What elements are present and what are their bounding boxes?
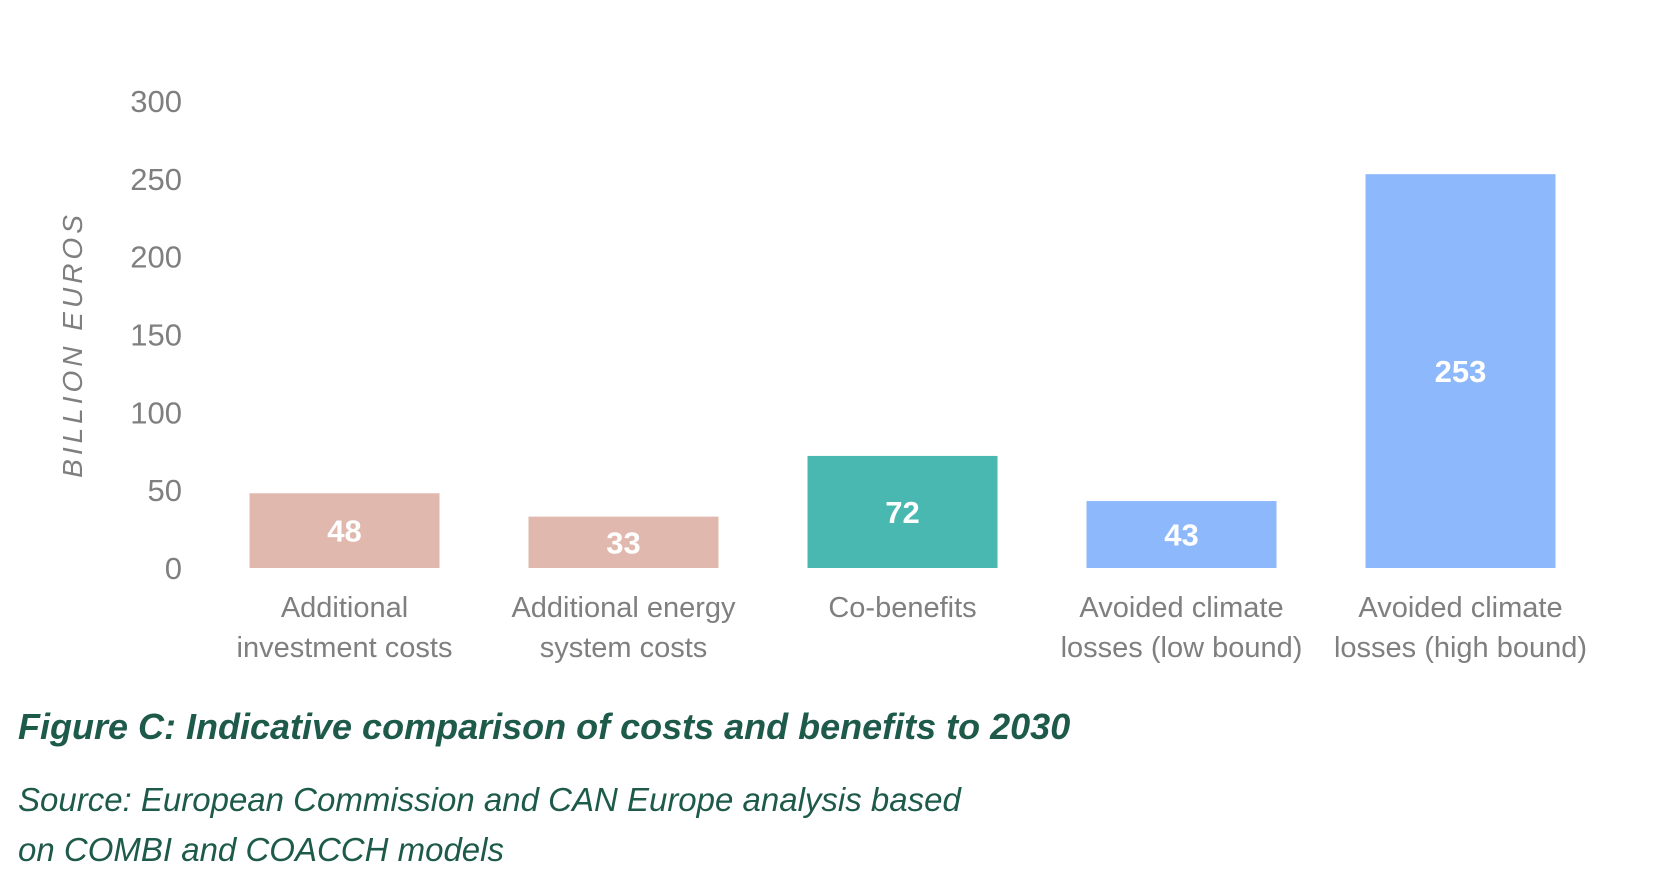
bar-value-label: 43 — [1164, 518, 1198, 553]
bar-value-label: 72 — [885, 495, 919, 530]
bar — [807, 455, 998, 568]
x-category-label: Additional — [281, 592, 408, 624]
figure-source-note: Source: European Commission and CAN Euro… — [18, 775, 1218, 875]
bar — [528, 516, 719, 568]
x-category-label: losses (low bound) — [1061, 632, 1303, 664]
y-axis: 0 50 100 150 200 250 300 — [130, 84, 182, 586]
bar — [249, 493, 440, 568]
y-tick-label: 0 — [165, 551, 182, 586]
y-tick-label: 250 — [130, 162, 182, 197]
x-category-label: Additional energy — [511, 592, 736, 624]
bar-value-label: 33 — [606, 525, 640, 560]
figure-caption-title: Figure C: Indicative comparison of costs… — [18, 706, 1071, 747]
x-category-label: investment costs — [237, 632, 453, 664]
x-category-label: Co-benefits — [828, 592, 976, 624]
y-tick-label: 50 — [148, 473, 182, 508]
x-category-label: Avoided climate — [1079, 592, 1283, 624]
bars: 48 33 72 43 253 — [249, 174, 1556, 568]
bar — [1365, 174, 1556, 568]
source-line-2: on COMBI and COACCH models — [18, 831, 504, 868]
y-tick-label: 100 — [130, 395, 182, 430]
bar-value-label: 253 — [1435, 354, 1487, 389]
bar — [1086, 501, 1277, 568]
x-category-label: Avoided climate — [1358, 592, 1562, 624]
y-tick-label: 200 — [130, 240, 182, 275]
x-category-label: losses (high bound) — [1334, 632, 1587, 664]
y-tick-label: 300 — [130, 84, 182, 119]
x-axis: Additional investment costs Additional ene… — [237, 592, 1588, 664]
y-tick-label: 150 — [130, 318, 182, 353]
y-axis-title: BILLION EUROS — [57, 211, 88, 478]
bar-value-label: 48 — [327, 514, 361, 549]
source-line-1: Source: European Commission and CAN Euro… — [18, 781, 961, 818]
x-category-label: system costs — [540, 632, 708, 664]
